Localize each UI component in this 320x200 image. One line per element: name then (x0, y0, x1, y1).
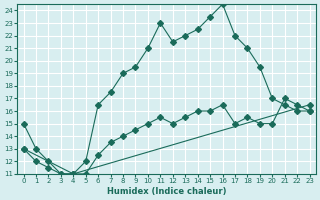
X-axis label: Humidex (Indice chaleur): Humidex (Indice chaleur) (107, 187, 226, 196)
